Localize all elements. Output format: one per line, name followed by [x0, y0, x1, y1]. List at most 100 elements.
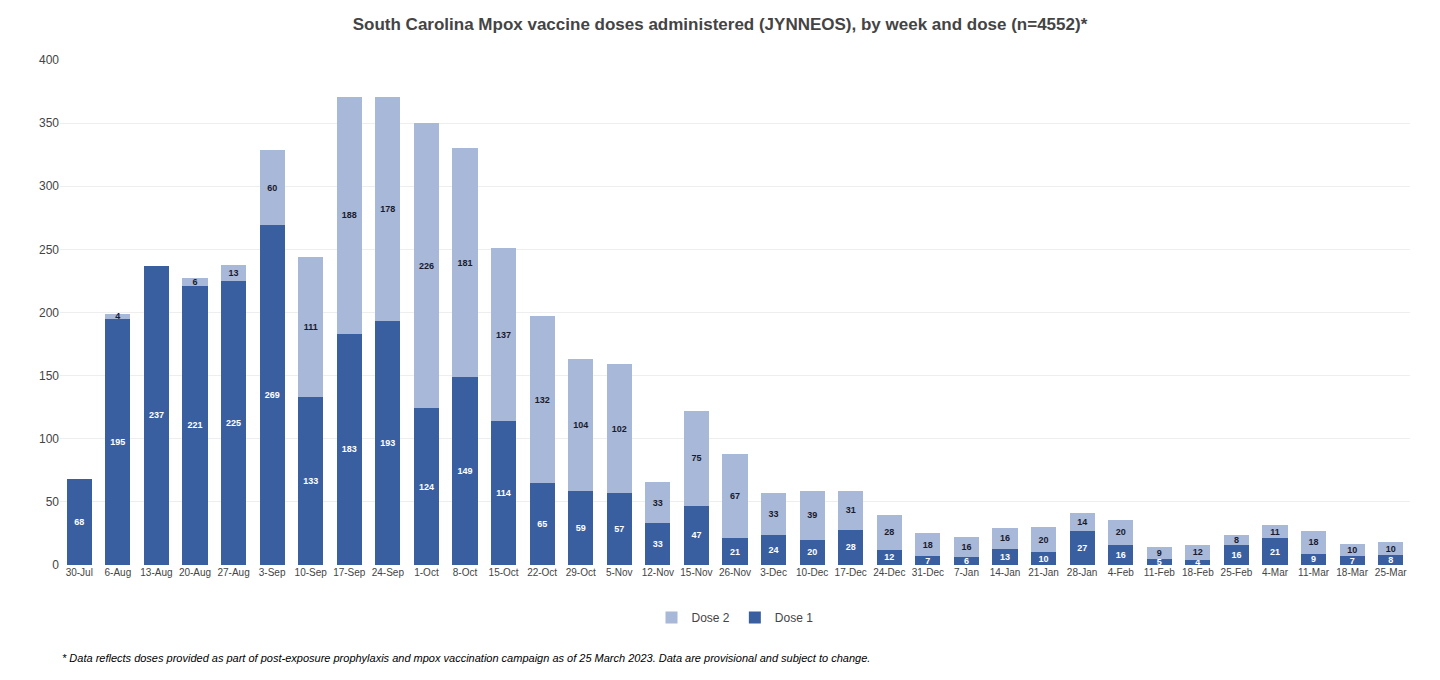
svg-text:6: 6 [192, 277, 197, 287]
svg-text:17-Dec: 17-Dec [835, 567, 867, 578]
svg-text:Dose 1: Dose 1 [775, 611, 813, 625]
svg-text:10: 10 [1386, 544, 1396, 554]
svg-text:104: 104 [573, 420, 588, 430]
svg-text:7: 7 [1350, 556, 1355, 566]
svg-text:18-Mar: 18-Mar [1336, 567, 1368, 578]
svg-text:57: 57 [614, 524, 624, 534]
svg-text:12: 12 [884, 552, 894, 562]
svg-text:3-Dec: 3-Dec [760, 567, 787, 578]
svg-text:200: 200 [39, 306, 59, 320]
svg-text:67: 67 [730, 491, 740, 501]
svg-text:3-Sep: 3-Sep [259, 567, 286, 578]
svg-text:16: 16 [1116, 550, 1126, 560]
svg-text:15-Nov: 15-Nov [680, 567, 712, 578]
svg-text:21: 21 [730, 547, 740, 557]
svg-text:Dose 2: Dose 2 [692, 611, 730, 625]
svg-text:68: 68 [74, 517, 84, 527]
svg-text:75: 75 [691, 453, 701, 463]
svg-text:24-Dec: 24-Dec [873, 567, 905, 578]
svg-text:6-Aug: 6-Aug [105, 567, 132, 578]
svg-text:9: 9 [1157, 548, 1162, 558]
svg-text:149: 149 [457, 466, 472, 476]
svg-text:18-Feb: 18-Feb [1182, 567, 1214, 578]
svg-text:4: 4 [1195, 557, 1200, 567]
svg-text:8: 8 [1388, 555, 1393, 565]
svg-text:114: 114 [496, 488, 511, 498]
svg-text:188: 188 [342, 210, 357, 220]
svg-text:100: 100 [39, 432, 59, 446]
svg-text:10: 10 [1039, 554, 1049, 564]
svg-text:24: 24 [769, 545, 779, 555]
svg-text:12-Nov: 12-Nov [642, 567, 674, 578]
svg-text:28: 28 [884, 527, 894, 537]
svg-text:181: 181 [457, 258, 472, 268]
svg-text:17-Sep: 17-Sep [333, 567, 366, 578]
svg-text:150: 150 [39, 369, 59, 383]
svg-text:31: 31 [846, 505, 856, 515]
svg-text:5: 5 [1157, 557, 1162, 567]
svg-text:10-Dec: 10-Dec [796, 567, 828, 578]
svg-text:27: 27 [1077, 543, 1087, 553]
svg-text:39: 39 [807, 510, 817, 520]
svg-text:11-Mar: 11-Mar [1298, 567, 1330, 578]
svg-text:33: 33 [653, 539, 663, 549]
svg-text:4: 4 [115, 311, 120, 321]
svg-text:18: 18 [923, 540, 933, 550]
svg-text:18: 18 [1309, 537, 1319, 547]
svg-text:4-Feb: 4-Feb [1108, 567, 1135, 578]
svg-text:8: 8 [1234, 535, 1239, 545]
svg-text:13: 13 [1000, 552, 1010, 562]
svg-text:16: 16 [1231, 550, 1241, 560]
svg-text:111: 111 [304, 322, 318, 332]
svg-text:13: 13 [229, 268, 239, 278]
svg-text:14: 14 [1077, 517, 1087, 527]
svg-text:102: 102 [612, 424, 627, 434]
svg-text:1-Oct: 1-Oct [414, 567, 439, 578]
svg-text:20: 20 [1039, 535, 1049, 545]
svg-text:9: 9 [1311, 554, 1316, 564]
svg-text:6: 6 [964, 556, 969, 566]
svg-text:65: 65 [537, 519, 547, 529]
svg-text:24-Sep: 24-Sep [372, 567, 405, 578]
svg-text:124: 124 [419, 482, 434, 492]
svg-text:59: 59 [576, 523, 586, 533]
svg-text:22-Oct: 22-Oct [527, 567, 557, 578]
svg-text:25-Feb: 25-Feb [1221, 567, 1253, 578]
svg-text:60: 60 [267, 183, 277, 193]
svg-text:13-Aug: 13-Aug [140, 567, 172, 578]
svg-text:20: 20 [1116, 527, 1126, 537]
svg-text:20-Aug: 20-Aug [179, 567, 211, 578]
svg-text:16: 16 [1000, 533, 1010, 543]
svg-text:0: 0 [52, 558, 59, 572]
svg-text:7-Jan: 7-Jan [954, 567, 979, 578]
svg-text:28-Jan: 28-Jan [1067, 567, 1098, 578]
svg-text:16: 16 [961, 542, 971, 552]
svg-text:50: 50 [46, 495, 60, 509]
svg-text:30-Jul: 30-Jul [66, 567, 93, 578]
svg-text:21-Jan: 21-Jan [1028, 567, 1059, 578]
svg-text:4-Mar: 4-Mar [1262, 567, 1289, 578]
svg-text:21: 21 [1270, 547, 1280, 557]
svg-text:250: 250 [39, 243, 59, 257]
svg-text:300: 300 [39, 179, 59, 193]
svg-text:195: 195 [110, 437, 125, 447]
svg-text:269: 269 [265, 390, 280, 400]
svg-text:226: 226 [419, 261, 434, 271]
svg-text:* Data reflects doses provided: * Data reflects doses provided as part o… [62, 652, 870, 664]
svg-text:33: 33 [769, 509, 779, 519]
svg-text:10-Sep: 10-Sep [295, 567, 328, 578]
svg-text:350: 350 [39, 116, 59, 130]
svg-text:132: 132 [535, 395, 550, 405]
svg-text:15-Oct: 15-Oct [489, 567, 519, 578]
svg-text:133: 133 [303, 476, 318, 486]
svg-text:27-Aug: 27-Aug [217, 567, 249, 578]
svg-text:11: 11 [1270, 527, 1280, 537]
svg-text:10: 10 [1347, 545, 1357, 555]
svg-text:7: 7 [925, 556, 930, 566]
svg-text:47: 47 [691, 530, 701, 540]
svg-text:221: 221 [187, 420, 202, 430]
svg-text:183: 183 [342, 444, 357, 454]
svg-text:137: 137 [496, 330, 511, 340]
svg-text:400: 400 [39, 53, 59, 67]
svg-text:11-Feb: 11-Feb [1144, 567, 1175, 578]
